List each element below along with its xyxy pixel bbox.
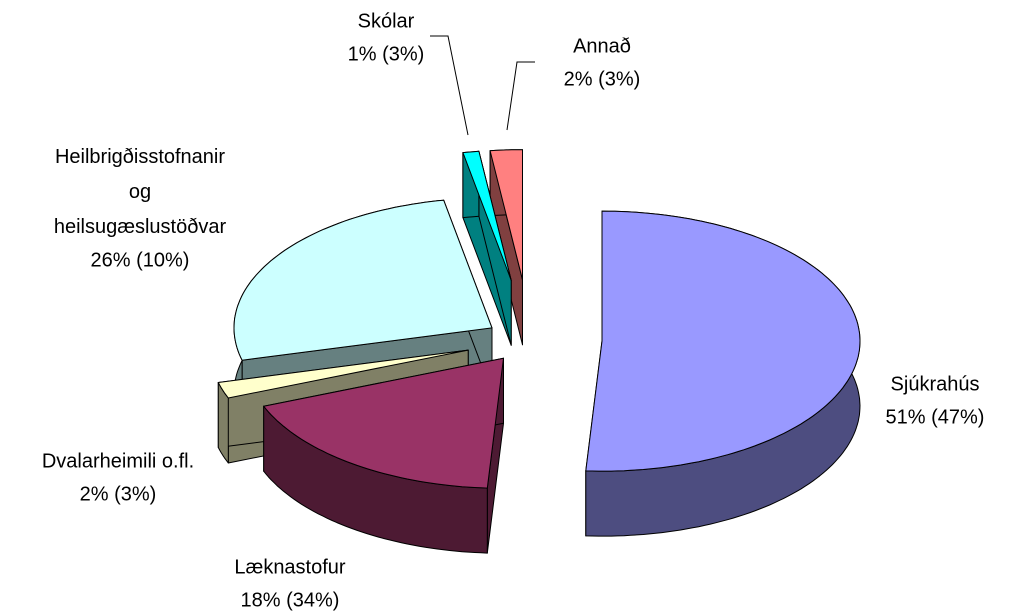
value-label: 2% (3%) — [80, 483, 157, 505]
slice — [489, 149, 523, 281]
slice — [462, 150, 512, 281]
category-label: Sjúkrahús — [891, 373, 980, 395]
category-label: Dvalarheimili o.fl. — [42, 450, 194, 472]
slice — [263, 357, 504, 489]
value-label: 18% (34%) — [241, 589, 340, 611]
value-label: 2% (3%) — [564, 68, 641, 90]
slice-tops — [217, 149, 861, 489]
category-label: Heilbrigðisstofnanir og heilsugæslustöðvar — [54, 146, 227, 238]
slice — [217, 349, 469, 399]
leader-line — [506, 61, 535, 131]
category-label: Annað — [573, 35, 631, 57]
category-label: Skólar — [358, 10, 415, 32]
value-label: 1% (3%) — [348, 43, 425, 65]
category-label: Læknastofur — [234, 556, 346, 578]
value-label: 51% (47%) — [886, 406, 985, 428]
slice — [585, 210, 861, 472]
labels: Sjúkrahús 51% (47%) Læknastofur 18% (34%) Dv… — [42, 10, 985, 611]
leader-line — [430, 35, 469, 136]
slice — [233, 199, 493, 361]
value-label: 26% (10%) — [91, 249, 190, 271]
